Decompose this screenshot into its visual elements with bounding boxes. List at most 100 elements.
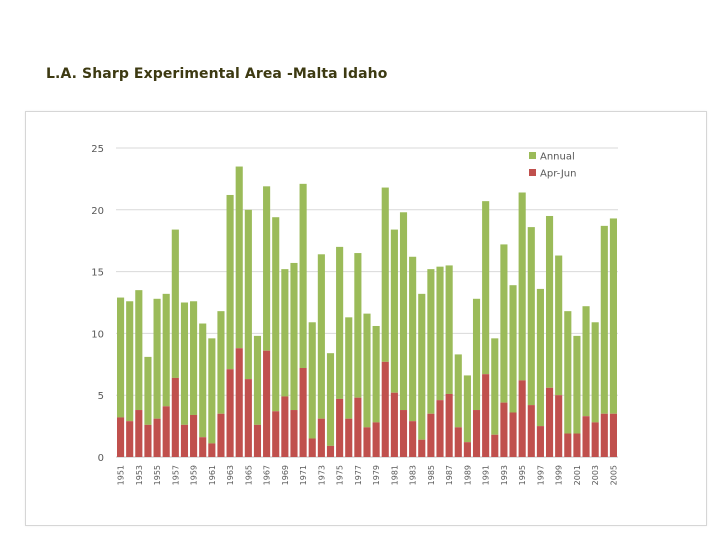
bar-aprjun-1955 (153, 418, 161, 457)
x-tick-label: 1987 (445, 465, 454, 485)
bar-annual-1970 (290, 262, 298, 411)
x-tick-label: 1973 (317, 465, 326, 485)
bar-annual-1966 (253, 335, 262, 425)
bar-aprjun-1997 (536, 426, 544, 457)
bar-annual-1961 (208, 338, 216, 444)
bar-aprjun-2004 (600, 413, 608, 457)
y-tick-label: 15 (91, 268, 104, 279)
bar-annual-2005 (609, 218, 617, 414)
bar-annual-1958 (180, 302, 189, 425)
bar-annual-1956 (162, 293, 170, 407)
bar-aprjun-1971 (299, 368, 307, 457)
chart-frame: 0 5 10 15 20 25 1951 1953 1955 1957 1959 1961 1963 19… (25, 111, 707, 526)
x-tick-label: 2001 (573, 465, 582, 485)
stacked-bar-chart: 0 5 10 15 20 25 1951 1953 1955 1957 1959 1961 1963 19… (91, 144, 618, 485)
x-tick-label: 1993 (500, 465, 509, 485)
bar-annual-1999 (555, 255, 563, 396)
x-tick-label: 1979 (372, 465, 381, 485)
bar-aprjun-1970 (290, 410, 298, 457)
bar-annual-1975 (336, 246, 344, 399)
x-tick-label: 2005 (609, 465, 618, 485)
y-tick-label: 5 (98, 391, 104, 402)
bar-aprjun-1996 (527, 405, 535, 457)
bar-aprjun-1980 (381, 361, 389, 457)
bar-annual-1953 (135, 290, 143, 411)
x-tick-label: 1967 (263, 465, 272, 485)
bar-aprjun-1978 (363, 427, 371, 457)
bar-aprjun-1987 (445, 393, 453, 457)
bar-annual-1967 (263, 186, 271, 351)
bar-annual-1994 (509, 285, 517, 413)
bar-aprjun-1984 (418, 439, 426, 457)
legend-swatch-annual (529, 152, 536, 159)
x-tick-label: 1997 (536, 465, 545, 485)
bar-annual-1982 (399, 212, 408, 411)
slide-title: L.A. Sharp Experimental Area -Malta Idah… (46, 66, 388, 82)
y-tick-label: 25 (91, 144, 104, 155)
legend-swatch-aprjun (529, 169, 536, 176)
bar-aprjun-1974 (326, 445, 335, 457)
bar-aprjun-1976 (345, 418, 353, 457)
bar-annual-1962 (217, 311, 225, 414)
x-tick-label: 1977 (354, 465, 363, 485)
bar-annual-1984 (418, 293, 426, 440)
bar-aprjun-1999 (555, 395, 563, 457)
bar-aprjun-1988 (454, 427, 462, 457)
x-tick-label: 1991 (482, 465, 491, 485)
bar-annual-1995 (518, 192, 526, 381)
bar-annual-1985 (427, 269, 435, 414)
x-tick-label: 1963 (226, 465, 235, 485)
bar-aprjun-1968 (272, 411, 280, 457)
bar-annual-1992 (491, 338, 499, 435)
bar-aprjun-1963 (226, 369, 234, 457)
bar-aprjun-1972 (308, 438, 316, 457)
bar-annual-1971 (299, 183, 307, 369)
bar-aprjun-1953 (135, 410, 143, 457)
bar-annual-1988 (454, 354, 462, 428)
x-tick-label: 2003 (591, 465, 600, 485)
bar-aprjun-1958 (180, 424, 189, 457)
bar-annual-2004 (600, 225, 608, 414)
x-tick-label: 1965 (244, 465, 253, 485)
bar-annual-1981 (390, 229, 398, 393)
bar-annual-1977 (354, 253, 362, 398)
bar-annual-1974 (326, 353, 335, 446)
bar-aprjun-1951 (117, 417, 125, 457)
y-tick-label: 20 (91, 206, 104, 217)
x-tick-label: 1969 (281, 465, 290, 485)
bar-annual-1986 (436, 266, 444, 401)
x-tick-label: 1985 (427, 465, 436, 485)
bar-aprjun-1956 (162, 406, 170, 457)
bar-aprjun-1982 (399, 410, 408, 457)
bar-annual-1979 (372, 325, 380, 423)
bar-annual-1976 (345, 317, 353, 419)
bar-aprjun-1994 (509, 412, 517, 457)
bar-annual-1959 (190, 301, 198, 415)
bar-annual-1951 (117, 297, 125, 418)
bar-aprjun-1959 (190, 414, 198, 457)
bar-annual-1996 (527, 227, 535, 406)
bar-annual-2003 (591, 322, 599, 423)
x-tick-label: 1995 (518, 465, 527, 485)
bar-annual-1955 (153, 298, 161, 419)
bar-annual-2001 (573, 335, 581, 434)
bar-annual-2002 (582, 306, 590, 417)
bar-annual-1991 (482, 201, 490, 375)
x-tick-label: 1983 (409, 465, 418, 485)
bar-aprjun-1964 (235, 348, 243, 457)
bar-annual-1989 (463, 375, 471, 443)
bar-aprjun-1991 (482, 374, 490, 457)
bar-annual-1972 (308, 322, 316, 439)
x-tick-label: 1975 (336, 465, 345, 485)
bar-aprjun-1952 (126, 421, 134, 457)
bar-aprjun-1975 (336, 398, 344, 457)
x-tick-label: 1951 (117, 465, 126, 485)
bar-aprjun-1979 (372, 422, 380, 457)
bar-aprjun-2005 (609, 413, 617, 457)
x-tick-label: 1971 (299, 465, 308, 485)
bar-aprjun-1969 (281, 396, 289, 457)
bar-aprjun-1965 (244, 379, 252, 457)
bar-aprjun-1966 (253, 424, 262, 457)
bar-aprjun-1967 (263, 350, 271, 457)
bar-aprjun-1995 (518, 380, 526, 457)
